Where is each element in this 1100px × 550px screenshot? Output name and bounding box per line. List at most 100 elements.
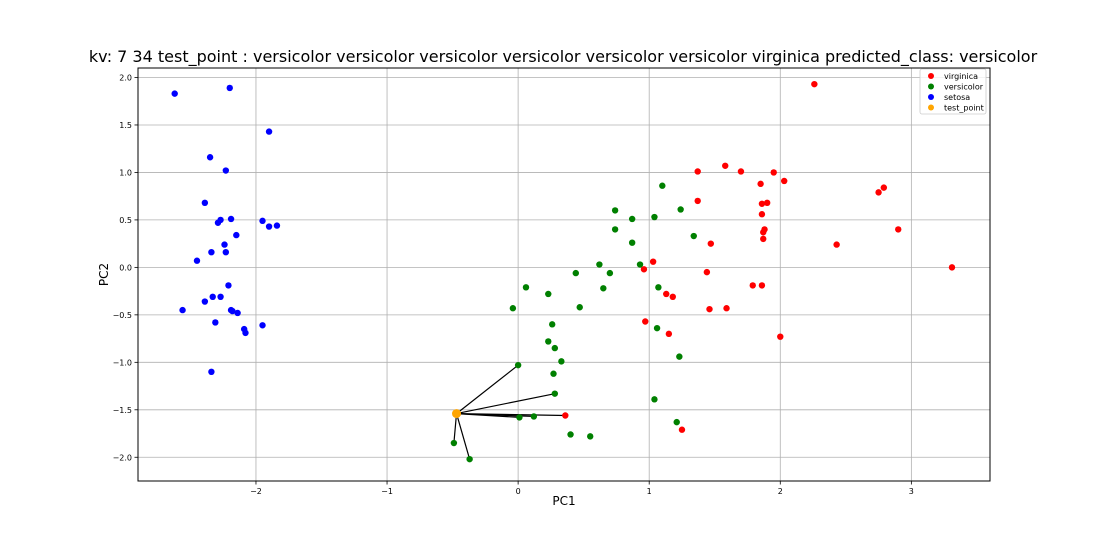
- versicolor-point: [450, 439, 458, 447]
- plot-frame: [137, 67, 991, 482]
- setosa-point: [222, 248, 230, 256]
- y-axis-label: PC2: [97, 263, 111, 286]
- setosa-point: [214, 219, 222, 226]
- setosa-point: [171, 90, 178, 97]
- y-tick-label: 1.5: [119, 121, 132, 130]
- x-axis-label: PC1: [552, 494, 575, 508]
- test_point-point: [452, 409, 462, 419]
- legend-marker-virginica: [928, 73, 934, 79]
- grid: [138, 68, 990, 481]
- virginica-point: [760, 235, 767, 243]
- setosa-point: [265, 128, 273, 135]
- virginica-point: [694, 168, 701, 175]
- versicolor-point: [551, 344, 559, 352]
- versicolor-point: [514, 361, 522, 369]
- neighbor-line: [453, 413, 458, 444]
- versicolor-point: [628, 215, 636, 223]
- versicolor-point: [596, 261, 603, 268]
- x-tick-label: 3: [909, 487, 914, 496]
- versicolor-point: [522, 284, 530, 291]
- y-tick-label: 0.0: [119, 263, 132, 272]
- virginica-point: [811, 80, 818, 88]
- virginica-point: [763, 199, 771, 207]
- setosa-point: [233, 231, 240, 239]
- versicolor-point: [558, 358, 565, 365]
- y-tick-label: 0.5: [119, 216, 132, 225]
- versicolor-point: [653, 324, 661, 332]
- versicolor-point: [651, 213, 658, 221]
- versicolor-point: [611, 207, 619, 214]
- virginica-point: [833, 241, 840, 248]
- virginica-point: [770, 169, 777, 176]
- setosa-point: [227, 215, 235, 223]
- setosa-point: [229, 307, 236, 315]
- versicolor-point: [676, 353, 683, 360]
- virginica-point: [758, 282, 766, 289]
- setosa-point: [209, 293, 216, 301]
- chart-title: kv: 7 34 test_point : versicolor versico…: [89, 47, 1038, 67]
- virginica-point: [875, 189, 882, 196]
- virginica-point: [777, 333, 784, 340]
- neighbor-line: [456, 393, 555, 415]
- virginica-point: [703, 268, 711, 276]
- virginica-point: [749, 282, 756, 289]
- virginica-point: [722, 162, 729, 169]
- virginica-point: [723, 305, 730, 312]
- legend-marker-versicolor: [928, 83, 934, 90]
- setosa-point: [234, 309, 241, 317]
- virginica-point: [562, 412, 569, 419]
- x-tick-label: −1: [381, 487, 393, 496]
- y-tick-label: 2.0: [119, 73, 132, 82]
- versicolor-point: [551, 390, 559, 397]
- legend-marker-setosa: [928, 94, 934, 100]
- virginica-point: [758, 211, 766, 218]
- versicolor-point: [673, 418, 680, 426]
- virginica-point: [895, 226, 902, 233]
- y-tick-label: 1.0: [119, 168, 132, 177]
- versicolor-point: [549, 321, 556, 328]
- setosa-point: [193, 257, 201, 264]
- legend-marker-test_point: [928, 104, 934, 111]
- legend-label-virginica: virginica: [944, 72, 978, 81]
- setosa-point: [201, 298, 209, 305]
- setosa-point: [217, 293, 224, 301]
- virginica-point: [760, 229, 767, 236]
- setosa-point: [212, 319, 219, 326]
- setosa-point: [206, 154, 214, 161]
- setosa-point: [208, 368, 215, 376]
- setosa-point: [259, 217, 266, 225]
- virginica-point: [649, 258, 657, 265]
- setosa-point: [221, 241, 228, 248]
- neighbor-line: [455, 413, 471, 460]
- versicolor-point: [572, 269, 579, 277]
- versicolor-point: [587, 433, 594, 440]
- setosa-point: [242, 329, 249, 337]
- versicolor-point: [636, 261, 644, 268]
- virginica-point: [663, 290, 670, 298]
- virginica-point: [758, 200, 766, 207]
- setosa-point: [222, 167, 230, 174]
- versicolor-point: [628, 239, 636, 246]
- neighbor-lines: [453, 364, 566, 460]
- virginica-point: [669, 293, 676, 301]
- versicolor-point: [659, 182, 666, 189]
- versicolor-point: [516, 414, 523, 421]
- legend-box: [919, 68, 987, 115]
- versicolor-point: [550, 370, 557, 377]
- virginica-point: [781, 177, 788, 185]
- y-tick-label: −0.5: [113, 311, 132, 320]
- legend-label-versicolor: versicolor: [944, 83, 984, 92]
- versicolor-point: [677, 206, 684, 213]
- legend-label-setosa: setosa: [944, 93, 970, 102]
- versicolor-point: [545, 290, 552, 298]
- virginica-point: [707, 240, 715, 247]
- neighbor-line: [456, 412, 566, 417]
- versicolor-point: [606, 269, 614, 277]
- versicolor-point: [545, 338, 552, 345]
- versicolor-point: [466, 455, 473, 463]
- y-tick-label: −1.0: [113, 358, 132, 367]
- virginica-point: [757, 180, 764, 188]
